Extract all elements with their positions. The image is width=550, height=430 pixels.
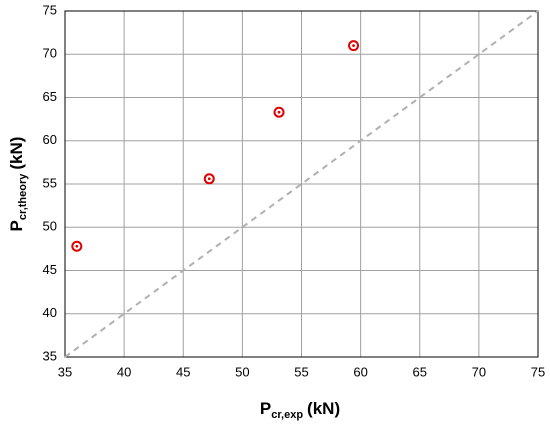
point bbox=[348, 40, 360, 52]
y-tick-label: 65 bbox=[43, 89, 57, 104]
x-label-unit: (kN) bbox=[307, 399, 340, 418]
x-tick-label: 55 bbox=[294, 364, 308, 379]
x-label-base: P bbox=[260, 399, 271, 418]
point-ring bbox=[348, 40, 360, 52]
y-tick-label: 45 bbox=[43, 262, 57, 277]
x-tick-label: 60 bbox=[353, 364, 367, 379]
y-label-base: P bbox=[7, 220, 26, 231]
x-tick-label: 40 bbox=[117, 364, 131, 379]
x-axis-label: Pcr,exp (kN) bbox=[260, 399, 340, 420]
point-dot bbox=[75, 244, 79, 248]
y-tick-label: 60 bbox=[43, 132, 57, 147]
y-label-sub: cr,theory bbox=[17, 173, 29, 220]
point bbox=[71, 240, 83, 252]
y-tick-label: 75 bbox=[43, 2, 57, 17]
point bbox=[203, 173, 215, 185]
y-tick-label: 35 bbox=[43, 348, 57, 363]
x-label-sub: cr,exp bbox=[271, 409, 303, 421]
x-tick-label: 45 bbox=[176, 364, 190, 379]
y-tick-label: 55 bbox=[43, 175, 57, 190]
x-tick-label: 35 bbox=[58, 364, 72, 379]
point-dot bbox=[277, 110, 281, 114]
y-tick-label: 40 bbox=[43, 305, 57, 320]
point bbox=[273, 106, 285, 118]
y-label-unit: (kN) bbox=[7, 137, 26, 170]
x-tick-label: 70 bbox=[472, 364, 486, 379]
x-tick-label: 65 bbox=[413, 364, 427, 379]
point-ring bbox=[71, 240, 83, 252]
plot-frame bbox=[64, 10, 539, 358]
x-tick-label: 75 bbox=[531, 364, 545, 379]
y-tick-label: 50 bbox=[43, 219, 57, 234]
x-tick-label: 50 bbox=[235, 364, 249, 379]
point-ring bbox=[273, 106, 285, 118]
y-axis-label: Pcr,theory (kN) bbox=[7, 137, 28, 232]
point-ring bbox=[203, 173, 215, 185]
y-tick-label: 70 bbox=[43, 46, 57, 61]
point-dot bbox=[207, 177, 211, 181]
diagonal-line bbox=[64, 10, 539, 358]
point-dot bbox=[352, 44, 355, 47]
